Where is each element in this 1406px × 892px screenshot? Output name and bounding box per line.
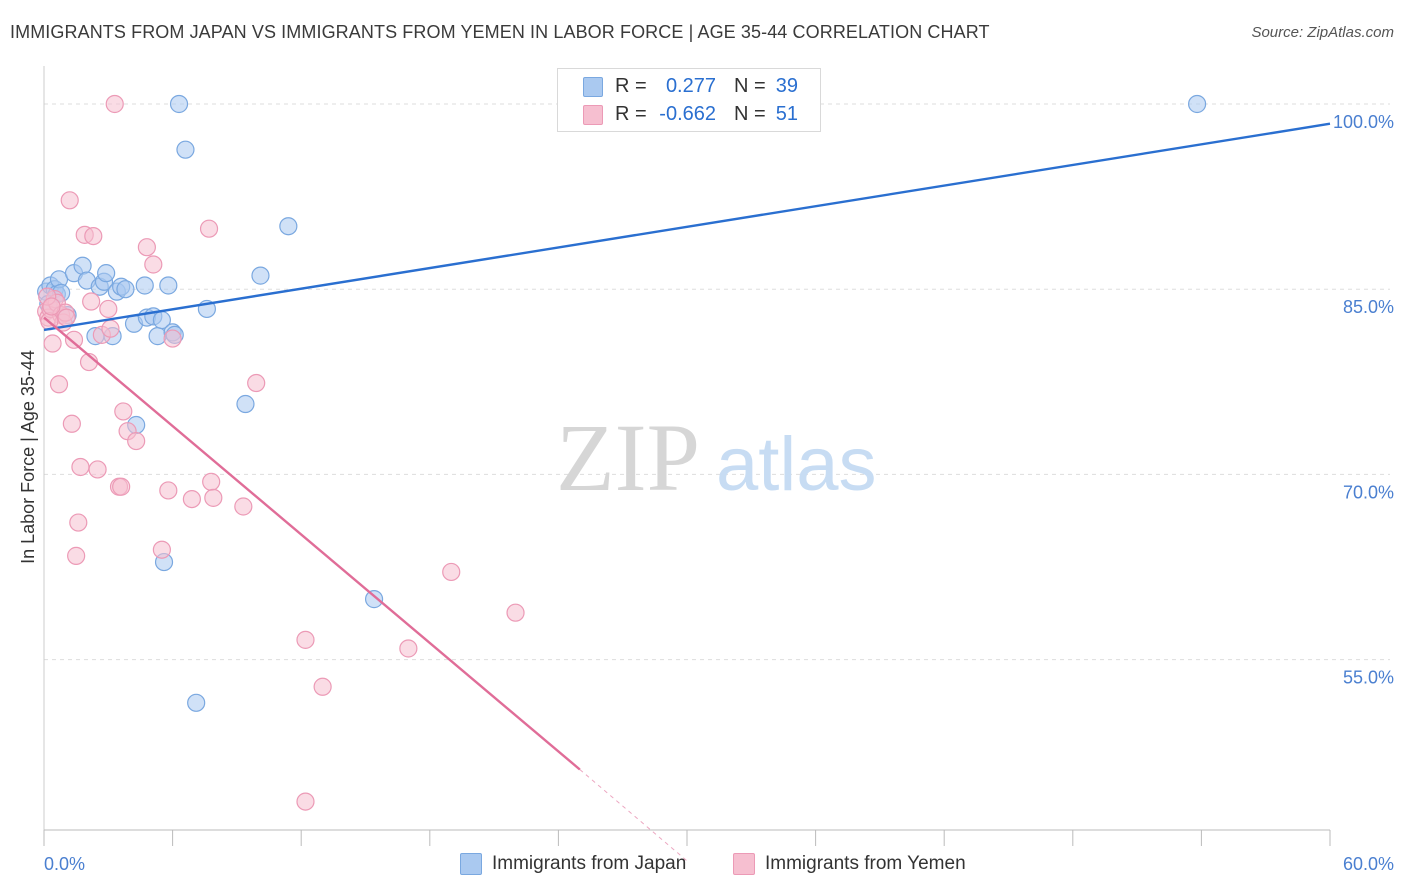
legend-n-value-yemen: 51	[775, 103, 798, 125]
y-axis-label: In Labor Force | Age 35-44	[18, 350, 38, 564]
scatter-point-yemen	[49, 375, 69, 394]
scatter-point-yemen	[84, 226, 103, 246]
scatter-point-japan	[159, 276, 178, 295]
trend-layer	[43, 122, 1331, 862]
scatter-point-yemen	[152, 540, 171, 559]
scatter-point-yemen	[99, 299, 118, 319]
scatter-point-yemen	[296, 792, 315, 811]
scatter-point-yemen	[57, 308, 76, 327]
trend-line-japan	[43, 122, 1331, 332]
legend-r-label: R =	[615, 75, 647, 97]
scatter-point-japan	[135, 276, 154, 295]
scatter-point-japan	[279, 217, 298, 236]
scatter-point-japan	[97, 264, 116, 283]
scatter-point-yemen	[88, 460, 107, 479]
scatter-point-yemen	[202, 472, 221, 491]
x-tick-label: 60.0%	[1343, 854, 1394, 874]
scatter-point-yemen	[247, 373, 266, 393]
tick-label-layer: 100.0% 85.0% 70.0% 55.0% 0.0% 60.0%	[44, 112, 1394, 874]
scatter-point-yemen	[101, 319, 120, 338]
legend-r-value-japan: 0.277	[665, 75, 716, 97]
legend-n-label: N =	[734, 75, 766, 97]
bottom-legend-swatch-yemen	[733, 853, 755, 875]
legend-swatch-yemen	[583, 105, 603, 125]
chart-source: Source: ZipAtlas.com	[1251, 24, 1394, 41]
y-tick-label: 100.0%	[1333, 112, 1394, 132]
scatter-point-yemen	[69, 513, 88, 532]
axes-layer	[43, 66, 1331, 846]
scatter-point-yemen	[64, 330, 84, 349]
trend-extension-yemen	[579, 769, 688, 862]
scatter-point-japan	[148, 327, 167, 346]
scatter-point-yemen	[506, 603, 525, 622]
scatter-point-yemen	[144, 255, 163, 274]
x-tick-label: 0.0%	[44, 854, 85, 874]
scatter-point-japan	[251, 266, 270, 285]
scatter-point-japan	[364, 590, 384, 609]
legend-n-value-japan: 39	[775, 75, 798, 97]
legend-n-label: N =	[734, 103, 766, 125]
scatter-point-yemen	[399, 639, 418, 658]
scatter-point-japan	[236, 394, 255, 414]
chart-title: IMMIGRANTS FROM JAPAN VS IMMIGRANTS FROM…	[10, 22, 990, 42]
scatter-point-yemen	[43, 334, 62, 353]
scatter-point-yemen	[137, 238, 156, 257]
scatter-point-yemen	[62, 414, 81, 433]
scatter-point-japan	[176, 140, 195, 159]
grid-layer	[44, 103, 1390, 661]
legend-r-value-yemen: -0.662	[659, 103, 716, 125]
scatter-point-yemen	[163, 329, 182, 348]
scatter-point-japan	[116, 280, 135, 299]
legend-row-yemen: R = -0.662 N = 51	[558, 101, 820, 129]
legend-row-japan: R = 0.277 N = 39	[558, 73, 820, 101]
scatter-point-yemen	[67, 546, 86, 565]
scatter-point-yemen	[199, 219, 219, 238]
y-tick-label: 70.0%	[1343, 482, 1394, 502]
scatter-point-yemen	[159, 481, 178, 500]
y-tick-label: 55.0%	[1343, 668, 1394, 688]
bottom-legend-label-japan: Immigrants from Japan	[492, 853, 687, 874]
scatter-point-yemen	[71, 457, 90, 477]
bottom-legend-swatch-japan	[460, 853, 482, 875]
scatter-point-yemen	[442, 562, 461, 582]
trend-line-yemen	[43, 316, 581, 771]
scatter-point-yemen	[234, 497, 253, 516]
scatter-point-yemen	[204, 488, 223, 507]
legend-swatch-japan	[583, 77, 603, 97]
scatter-point-yemen	[42, 297, 61, 316]
watermark-zip: ZIP	[556, 404, 700, 511]
scatter-point-yemen	[60, 191, 79, 210]
scatter-point-yemen	[182, 489, 201, 509]
scatter-point-japan	[1188, 94, 1207, 114]
legend-r-label: R =	[615, 103, 647, 125]
y-tick-label: 85.0%	[1343, 297, 1394, 317]
scatter-point-yemen	[112, 477, 131, 496]
watermark-atlas: atlas	[716, 422, 877, 507]
scatter-point-yemen	[82, 292, 101, 311]
scatter-point-japan	[169, 94, 189, 114]
scatter-point-japan	[187, 693, 206, 712]
scatter-point-yemen	[114, 402, 133, 421]
scatter-point-yemen	[127, 431, 146, 451]
scatter-point-yemen	[313, 677, 332, 696]
watermark: ZIP atlas	[556, 404, 877, 511]
scatter-point-yemen	[105, 94, 124, 114]
scatter-point-yemen	[296, 630, 315, 649]
correlation-legend: R = 0.277 N = 39 R = -0.662 N = 51	[557, 68, 821, 132]
bottom-legend-label-yemen: Immigrants from Yemen	[765, 853, 966, 874]
